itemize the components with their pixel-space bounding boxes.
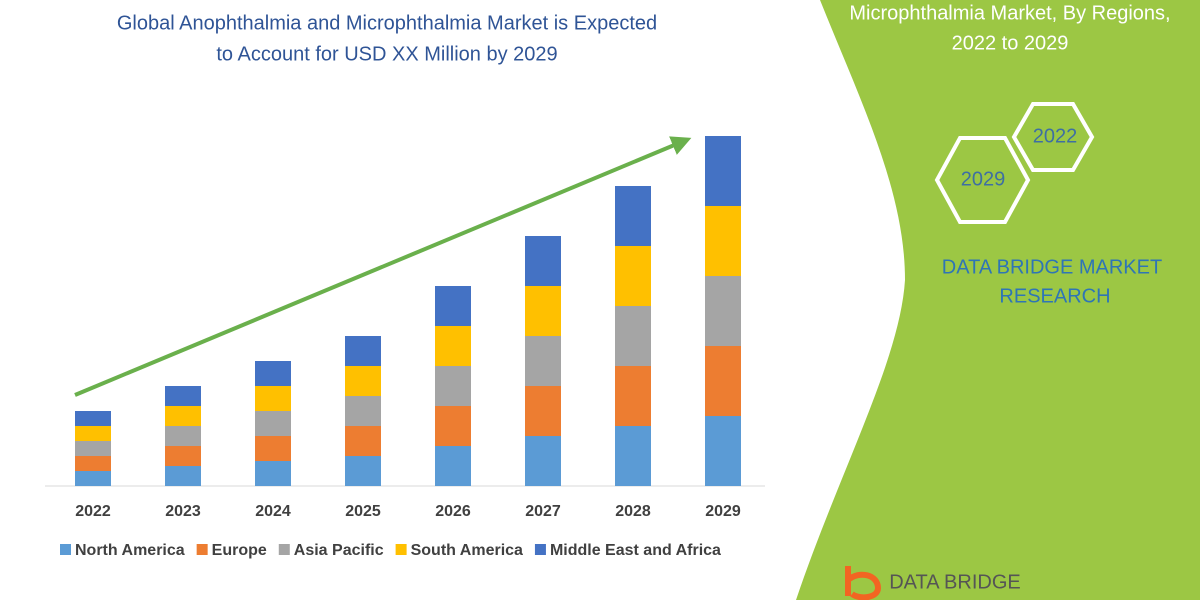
bar-segment: [435, 366, 471, 406]
bar-segment: [255, 461, 291, 486]
bar-segment: [165, 406, 201, 426]
brand-text: DATA BRIDGE MARKET: [942, 256, 1162, 278]
chart-title: Global Anophthalmia and Microphthalmia M…: [117, 12, 657, 34]
bar-segment: [255, 361, 291, 386]
x-tick-label: 2028: [615, 503, 651, 520]
bar-segment: [525, 286, 561, 336]
bar-segment: [345, 336, 381, 366]
side-panel: [796, 0, 1200, 600]
bar-segment: [615, 426, 651, 486]
bar-segment: [615, 366, 651, 426]
hexagon-label: 2022: [1033, 125, 1078, 147]
bar-segment: [615, 306, 651, 366]
bar-segment: [705, 136, 741, 206]
bar-segment: [525, 236, 561, 286]
bar-segment: [525, 436, 561, 486]
panel-title: 2022 to 2029: [952, 32, 1069, 54]
logo-text: DATA BRIDGE: [889, 571, 1021, 593]
bar-segment: [345, 396, 381, 426]
hexagon: [934, 136, 1031, 224]
x-tick-label: 2026: [435, 503, 471, 520]
bar-segment: [165, 386, 201, 406]
panel-title: Microphthalmia Market, By Regions,: [849, 2, 1170, 24]
bar-segment: [165, 466, 201, 486]
legend-swatch: [196, 544, 208, 555]
brand-text: RESEARCH: [999, 285, 1110, 307]
bar-segment: [345, 456, 381, 486]
logo-icon: [845, 566, 882, 600]
hexagon: [1011, 102, 1095, 172]
bar-segment: [345, 426, 381, 456]
bar-segment: [165, 446, 201, 466]
legend-swatch: [60, 544, 71, 555]
bar-segment: [435, 406, 471, 446]
x-tick-label: 2029: [705, 503, 741, 520]
bar-segment: [165, 426, 201, 446]
x-tick-label: 2025: [345, 503, 381, 520]
bar-segment: [705, 206, 741, 276]
chart-title: to Account for USD XX Million by 2029: [216, 43, 557, 65]
legend-swatch: [278, 544, 290, 555]
trend-arrow: [74, 136, 692, 397]
x-tick-label: 2024: [255, 503, 291, 520]
legend-label: Europe: [212, 542, 267, 559]
legend-swatch: [395, 544, 407, 555]
bar-segment: [615, 186, 651, 246]
bar-segment: [615, 246, 651, 306]
bar-segment: [75, 411, 111, 426]
bar-segment: [255, 386, 291, 411]
bar-segment: [255, 411, 291, 436]
bar-segment: [705, 276, 741, 346]
bar-segment: [75, 426, 111, 441]
hexagon-label: 2029: [961, 168, 1006, 190]
bar-segment: [75, 456, 111, 471]
legend-label: Asia Pacific: [294, 542, 384, 559]
bar-segment: [525, 386, 561, 436]
legend-swatch: [534, 544, 546, 555]
legend-label: North America: [75, 542, 185, 559]
x-tick-label: 2027: [525, 503, 561, 520]
bar-segment: [435, 326, 471, 366]
bar-segment: [345, 366, 381, 396]
bar-segment: [525, 336, 561, 386]
bar-segment: [435, 446, 471, 486]
x-tick-label: 2023: [165, 503, 201, 520]
legend-label: Middle East and Africa: [550, 542, 721, 559]
legend-label: South America: [411, 542, 523, 559]
bar-segment: [255, 436, 291, 461]
bar-segment: [705, 416, 741, 486]
x-tick-label: 2022: [75, 503, 111, 520]
bar-segment: [75, 471, 111, 486]
bar-segment: [75, 441, 111, 456]
bar-segment: [705, 346, 741, 416]
bar-segment: [435, 286, 471, 326]
